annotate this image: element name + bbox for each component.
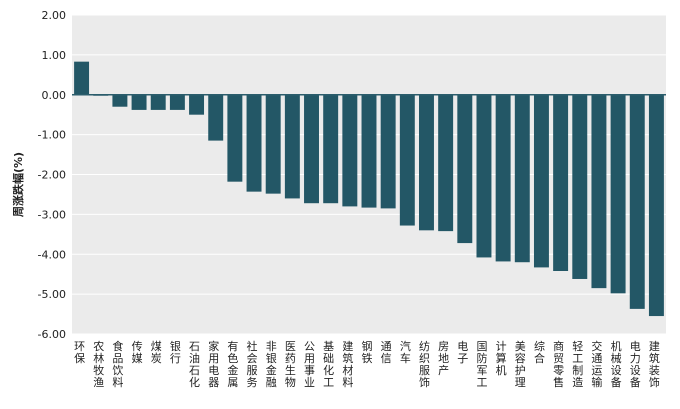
bar <box>629 94 645 309</box>
x-tick-label: 家用电器 <box>208 339 219 389</box>
x-tick-label: 通信 <box>381 340 392 365</box>
bar <box>265 94 281 194</box>
x-tick-label: 综合 <box>534 339 545 365</box>
x-tick-label: 房地产 <box>438 340 449 377</box>
x-tick-label: 汽车 <box>400 339 411 365</box>
x-tick-label: 纺织服饰 <box>419 339 430 389</box>
x-tick-label: 石油石化 <box>189 340 200 389</box>
bar <box>533 94 549 268</box>
x-tick-label: 电子 <box>457 340 468 365</box>
y-axis-label: 周涨跌幅(%) <box>11 152 25 217</box>
y-tick-label: -2.00 <box>38 169 66 182</box>
bar <box>457 94 473 244</box>
bar <box>342 94 358 207</box>
bar <box>572 94 588 279</box>
bar <box>169 94 185 110</box>
y-tick-label: -5.00 <box>38 288 66 301</box>
x-axis: 环保农林牧渔食品饮料传媒煤炭银行石油石化家用电器有色金属社会服务非银金融医药生物… <box>74 339 660 389</box>
y-tick-label: 0.00 <box>42 89 67 102</box>
bar <box>112 94 128 107</box>
y-tick-label: -6.00 <box>38 328 66 341</box>
bar <box>189 94 205 115</box>
y-tick-label: 2.00 <box>42 9 67 22</box>
bar <box>227 94 243 182</box>
x-tick-label: 基础化工 <box>323 340 334 389</box>
bar <box>419 94 434 231</box>
x-tick-label: 农林牧渔 <box>93 339 104 389</box>
bar <box>380 94 396 209</box>
bar <box>648 94 664 317</box>
bar <box>150 94 166 110</box>
bar <box>304 94 319 204</box>
bar <box>591 94 607 289</box>
y-tick-label: 1.00 <box>42 49 67 62</box>
bar <box>131 94 147 110</box>
x-tick-label: 非银金融 <box>266 340 277 389</box>
x-tick-label: 商贸零售 <box>553 339 564 389</box>
x-tick-label: 传媒 <box>132 340 143 365</box>
bar <box>476 94 492 258</box>
bars <box>74 61 664 317</box>
bar <box>495 94 511 262</box>
x-tick-label: 美容护理 <box>515 340 526 389</box>
x-tick-label: 交通运输 <box>591 339 602 389</box>
bar <box>399 94 415 226</box>
bar <box>246 94 262 192</box>
x-tick-label: 公用事业 <box>304 340 315 389</box>
bar <box>610 94 626 294</box>
bar <box>323 94 339 204</box>
bar <box>361 94 377 208</box>
x-tick-label: 银行 <box>170 339 181 365</box>
y-tick-label: -3.00 <box>38 208 66 221</box>
bar <box>514 94 530 263</box>
bar <box>553 94 569 271</box>
x-tick-label: 建筑装饰 <box>649 339 660 389</box>
x-tick-label: 建筑材料 <box>342 339 353 389</box>
x-tick-label: 计算机 <box>496 340 507 377</box>
x-tick-label: 社会服务 <box>247 339 258 389</box>
bar <box>208 94 224 141</box>
y-tick-label: -1.00 <box>38 129 66 142</box>
y-tick-label: -4.00 <box>38 248 66 261</box>
x-tick-label: 煤炭 <box>151 340 162 365</box>
bar <box>438 94 454 232</box>
x-tick-label: 环保 <box>74 340 85 365</box>
bar <box>284 94 300 199</box>
x-tick-label: 钢铁 <box>362 340 373 365</box>
x-tick-label: 国防军工 <box>476 340 487 389</box>
x-tick-label: 轻工制造 <box>572 339 583 389</box>
x-tick-label: 机械设备 <box>611 339 622 389</box>
x-tick-label: 食品饮料 <box>112 339 123 389</box>
y-axis: 2.00 1.00 0.00 -1.00 -2.00 -3.00 -4.00 -5.00 -6.… <box>38 9 66 341</box>
x-tick-label: 电力设备 <box>630 340 641 389</box>
bar <box>74 61 90 95</box>
x-tick-label: 有色金属 <box>227 339 238 389</box>
x-tick-label: 医药生物 <box>285 340 296 389</box>
